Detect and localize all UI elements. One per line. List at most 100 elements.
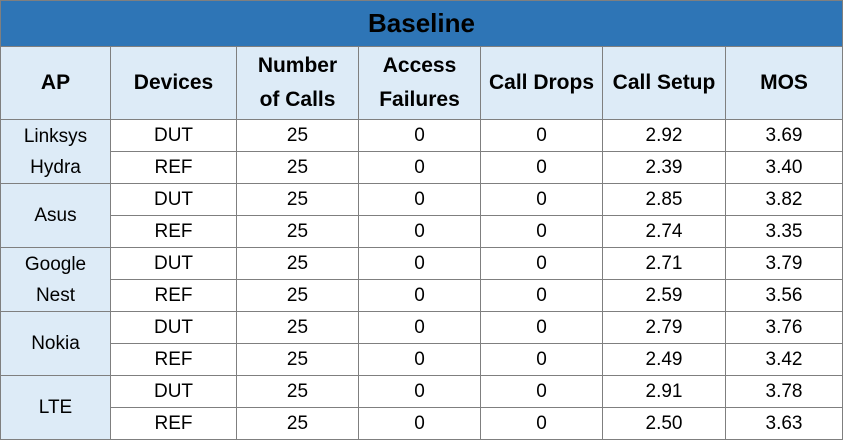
device-cell: REF (110, 151, 237, 184)
number-of-calls-cell: 25 (236, 215, 359, 248)
ap-name-line: Asus (34, 205, 77, 226)
header-row: AP Devices Number of Calls Access Failures Cal… (0, 46, 843, 120)
mos-cell: 3.35 (725, 215, 843, 248)
header-call-drops: Call Drops (480, 46, 603, 120)
ap-name-line: LTE (38, 397, 73, 418)
ap-name-line: Nest (35, 284, 76, 306)
access-failures-cell: 0 (358, 311, 481, 344)
mos-cell: 3.40 (725, 151, 843, 184)
call-setup-cell: 2.92 (602, 119, 726, 152)
device-cell: DUT (110, 311, 237, 344)
ap-name-line: Nokia (31, 333, 80, 354)
header-label-line: Devices (133, 71, 214, 94)
access-failures-cell: 0 (358, 343, 481, 376)
header-mos: MOS (725, 46, 843, 120)
number-of-calls-cell: 25 (236, 311, 359, 344)
header-access-failures: Access Failures (358, 46, 481, 120)
header-label-line: MOS (760, 71, 808, 94)
access-failures-cell: 0 (358, 407, 481, 440)
device-cell: REF (110, 279, 237, 312)
number-of-calls-cell: 25 (236, 183, 359, 216)
header-label-line: Access (382, 54, 457, 77)
header-devices: Devices (110, 46, 237, 120)
ap-name-line: Linksys (23, 125, 88, 147)
call-setup-cell: 2.50 (602, 407, 726, 440)
mos-cell: 3.56 (725, 279, 843, 312)
mos-cell: 3.78 (725, 375, 843, 408)
call-setup-cell: 2.59 (602, 279, 726, 312)
access-failures-cell: 0 (358, 375, 481, 408)
table-row: REF 25 0 0 2.50 3.63 (1, 407, 843, 440)
call-setup-cell: 2.39 (602, 151, 726, 184)
mos-cell: 3.69 (725, 119, 843, 152)
ap-cell: Linksys Hydra (0, 119, 111, 184)
table-row: REF 25 0 0 2.39 3.40 (1, 151, 843, 184)
mos-cell: 3.63 (725, 407, 843, 440)
call-setup-cell: 2.91 (602, 375, 726, 408)
access-failures-cell: 0 (358, 119, 481, 152)
device-cell: REF (110, 343, 237, 376)
ap-cell: Asus (0, 183, 111, 248)
header-number-of-calls: Number of Calls (236, 46, 359, 120)
access-failures-cell: 0 (358, 151, 481, 184)
call-drops-cell: 0 (480, 119, 603, 152)
table-row: LTE DUT 25 0 0 2.91 3.78 (0, 375, 843, 440)
title-row: Baseline (0, 0, 843, 47)
number-of-calls-cell: 25 (236, 407, 359, 440)
call-drops-cell: 0 (480, 183, 603, 216)
number-of-calls-cell: 25 (236, 119, 359, 152)
table-row: Asus DUT 25 0 0 2.85 3.82 (0, 183, 843, 248)
mos-cell: 3.82 (725, 183, 843, 216)
ap-cell: Nokia (0, 311, 111, 376)
device-cell: DUT (110, 247, 237, 280)
table-row: REF 25 0 0 2.74 3.35 (1, 215, 843, 248)
header-call-setup: Call Setup (602, 46, 726, 120)
ap-name-line: Google (24, 253, 87, 275)
number-of-calls-cell: 25 (236, 279, 359, 312)
call-drops-cell: 0 (480, 407, 603, 440)
table-title: Baseline (0, 0, 843, 47)
access-failures-cell: 0 (358, 183, 481, 216)
header-label-line: Failures (379, 88, 460, 111)
number-of-calls-cell: 25 (236, 151, 359, 184)
access-failures-cell: 0 (358, 279, 481, 312)
call-drops-cell: 0 (480, 279, 603, 312)
header-ap: AP (0, 46, 111, 120)
table-row: REF 25 0 0 2.49 3.42 (1, 343, 843, 376)
call-setup-cell: 2.49 (602, 343, 726, 376)
device-cell: DUT (110, 183, 237, 216)
number-of-calls-cell: 25 (236, 375, 359, 408)
header-label-line: Call Drops (488, 71, 595, 94)
call-setup-cell: 2.74 (602, 215, 726, 248)
mos-cell: 3.42 (725, 343, 843, 376)
call-drops-cell: 0 (480, 151, 603, 184)
ap-cell: LTE (0, 375, 111, 440)
device-cell: DUT (110, 119, 237, 152)
table-row: Google Nest DUT 25 0 0 2.71 3.79 (0, 247, 843, 312)
call-setup-cell: 2.71 (602, 247, 726, 280)
call-drops-cell: 0 (480, 215, 603, 248)
table-row: REF 25 0 0 2.59 3.56 (1, 279, 843, 312)
call-drops-cell: 0 (480, 343, 603, 376)
ap-name-line: Hydra (30, 156, 81, 178)
access-failures-cell: 0 (358, 247, 481, 280)
device-cell: REF (110, 407, 237, 440)
header-label-line: of Calls (259, 88, 336, 111)
mos-cell: 3.76 (725, 311, 843, 344)
device-cell: REF (110, 215, 237, 248)
table-row: Linksys Hydra DUT 25 0 0 2.92 3.69 (0, 119, 843, 184)
header-label-line: Call Setup (612, 71, 716, 94)
mos-cell: 3.79 (725, 247, 843, 280)
call-drops-cell: 0 (480, 247, 603, 280)
call-setup-cell: 2.85 (602, 183, 726, 216)
number-of-calls-cell: 25 (236, 343, 359, 376)
table-row: Nokia DUT 25 0 0 2.79 3.76 (0, 311, 843, 376)
device-cell: DUT (110, 375, 237, 408)
number-of-calls-cell: 25 (236, 247, 359, 280)
table-body: Linksys Hydra DUT 25 0 0 2.92 3.69 REF 25 0 0 2.39 3.… (0, 119, 843, 440)
call-drops-cell: 0 (480, 375, 603, 408)
call-setup-cell: 2.79 (602, 311, 726, 344)
call-drops-cell: 0 (480, 311, 603, 344)
ap-cell: Google Nest (0, 247, 111, 312)
